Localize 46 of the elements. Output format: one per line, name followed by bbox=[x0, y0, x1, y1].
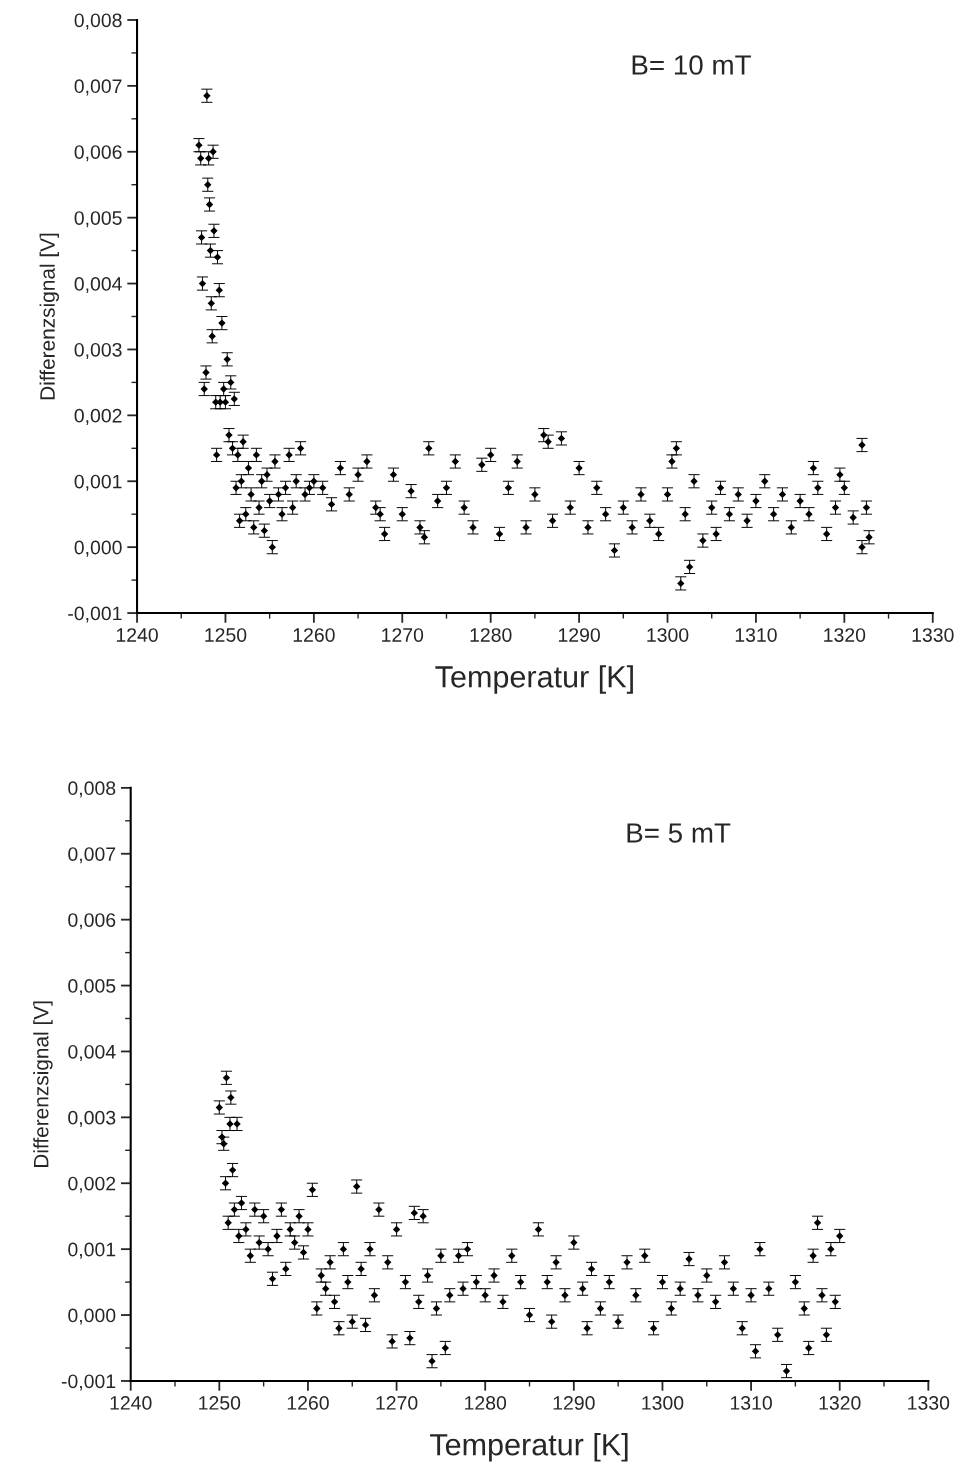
x-axis-title: Temperatur [K] bbox=[430, 1433, 628, 1462]
x-tick-label: 1330 bbox=[908, 1396, 950, 1410]
x-tick-label: 1260 bbox=[293, 628, 335, 642]
x-tick-label: 1270 bbox=[382, 628, 424, 642]
y-tick-label: 0,006 bbox=[68, 913, 116, 930]
y-tick-label: 0,001 bbox=[68, 1242, 116, 1259]
x-tick-label: 1320 bbox=[819, 1396, 861, 1410]
y-tick-label: 0,002 bbox=[68, 1176, 116, 1193]
y-tick-label: 0,003 bbox=[68, 1110, 116, 1127]
y-tick-label: 0,008 bbox=[74, 13, 122, 30]
y-tick-label: 0,008 bbox=[68, 781, 116, 798]
x-tick-label: 1310 bbox=[730, 1396, 772, 1410]
y-axis-title: Differenzsignal [V] bbox=[39, 233, 59, 400]
x-tick-label: 1300 bbox=[647, 628, 689, 642]
x-tick-label: 1250 bbox=[199, 1396, 241, 1410]
y-tick-label: 0,001 bbox=[74, 474, 122, 491]
annotation: B= 10 mT bbox=[632, 55, 751, 75]
y-tick-label: 0,007 bbox=[68, 847, 116, 864]
x-tick-label: 1330 bbox=[912, 628, 954, 642]
annotation: B= 5 mT bbox=[627, 823, 731, 843]
x-tick-label: 1270 bbox=[376, 1396, 418, 1410]
x-tick-label: 1310 bbox=[735, 628, 777, 642]
y-axis-title: Differenzsignal [V] bbox=[33, 1001, 53, 1168]
x-tick-label: 1300 bbox=[642, 1396, 684, 1410]
y-tick-label: 0,006 bbox=[74, 145, 122, 162]
x-axis-title: Temperatur [K] bbox=[435, 665, 633, 694]
x-tick-label: 1240 bbox=[116, 628, 158, 642]
x-tick-label: 1250 bbox=[205, 628, 247, 642]
x-tick-label: 1240 bbox=[110, 1396, 152, 1410]
x-tick-label: 1290 bbox=[558, 628, 600, 642]
y-tick-label: 0,002 bbox=[74, 408, 122, 425]
y-tick-label: 0,003 bbox=[74, 342, 122, 359]
x-tick-label: 1280 bbox=[465, 1396, 507, 1410]
y-tick-label: 0,005 bbox=[68, 979, 116, 996]
y-tick-label: 0,000 bbox=[68, 1308, 116, 1325]
x-tick-label: 1280 bbox=[470, 628, 512, 642]
y-tick-label: 0,004 bbox=[74, 277, 122, 294]
x-tick-label: 1320 bbox=[824, 628, 866, 642]
x-tick-label: 1290 bbox=[553, 1396, 595, 1410]
y-tick-label: -0,001 bbox=[61, 1374, 116, 1391]
y-tick-label: 0,005 bbox=[74, 211, 122, 228]
y-tick-label: 0,007 bbox=[74, 79, 122, 96]
y-tick-label: -0,001 bbox=[68, 606, 122, 623]
x-tick-label: 1260 bbox=[287, 1396, 329, 1410]
y-tick-label: 0,004 bbox=[68, 1044, 116, 1061]
y-tick-label: 0,000 bbox=[74, 540, 122, 557]
